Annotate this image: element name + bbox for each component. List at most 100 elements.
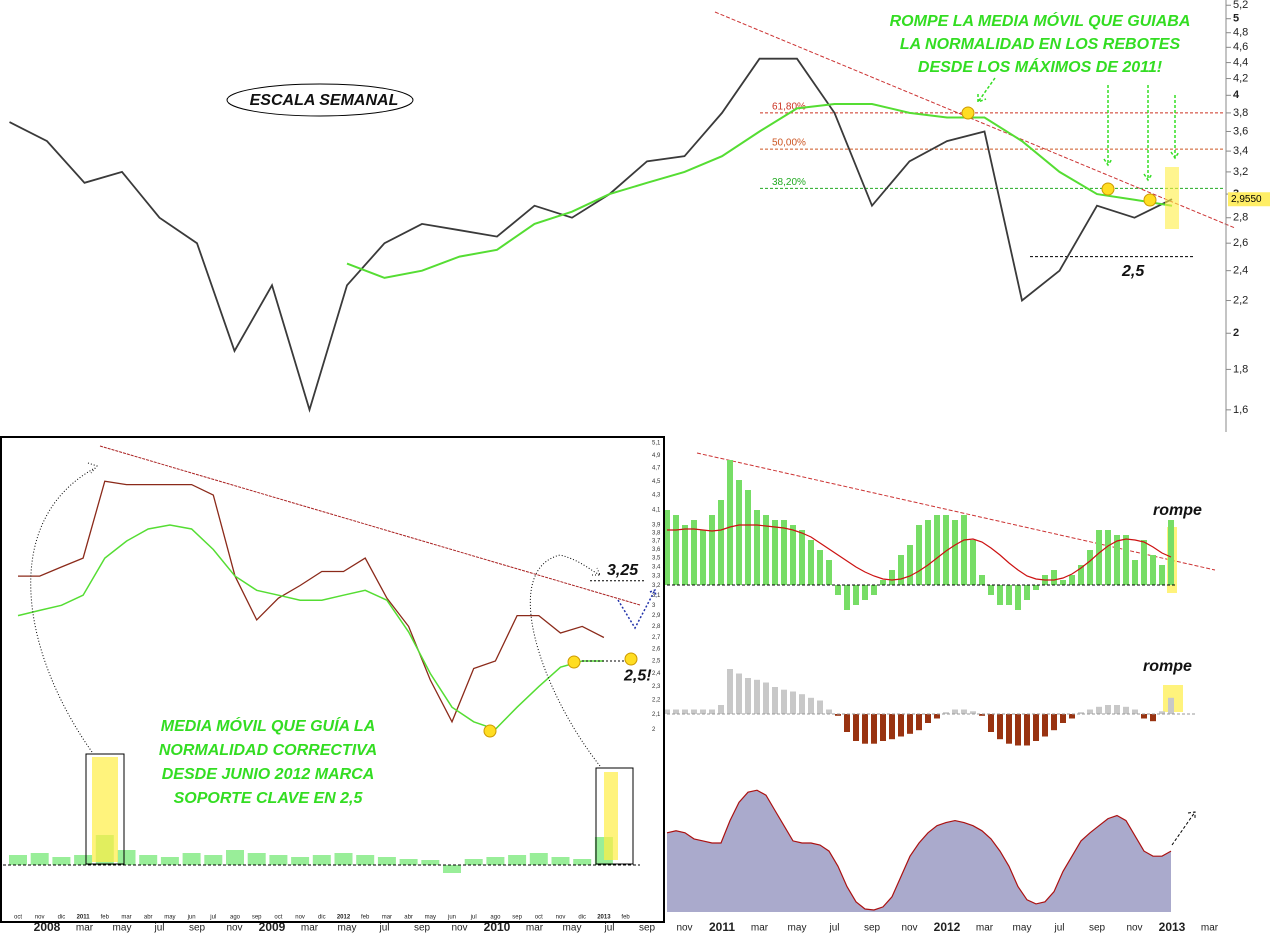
bar	[799, 694, 805, 714]
x-tick-label: mar	[76, 923, 94, 934]
bar	[979, 575, 985, 585]
y-tick-label: 2,8	[1233, 212, 1248, 224]
bar	[1105, 705, 1111, 714]
bar	[970, 711, 976, 714]
bar	[718, 705, 724, 714]
marker	[1143, 193, 1157, 207]
x-tick-label: mar	[526, 923, 544, 934]
bar	[943, 712, 949, 714]
price-tag-label: 2,9550	[1231, 194, 1262, 205]
x-tick-label: sep	[512, 915, 522, 921]
y-tick-label: 2,4	[652, 671, 661, 677]
bar	[979, 714, 985, 716]
annotation: rompe	[1143, 658, 1192, 675]
bar	[844, 714, 850, 732]
indicator-panels: rompe rompe	[664, 452, 1216, 912]
y-tick-label: 2,4	[1233, 265, 1248, 277]
bar	[925, 714, 931, 723]
x-tick-label: 2012	[934, 920, 961, 934]
bar	[835, 714, 841, 716]
volume-bar	[464, 859, 483, 865]
bar	[916, 714, 922, 731]
volume-bar	[74, 855, 93, 865]
x-tick-label: nov	[1126, 923, 1142, 934]
x-tick-label: 2011	[709, 920, 735, 934]
volume-bar	[421, 860, 440, 865]
main-chart: 5,254,84,64,44,243,83,63,43,232,82,62,42…	[9, 0, 1270, 934]
bar	[673, 515, 679, 585]
scale-label: ESCALA SEMANAL	[250, 92, 399, 109]
y-tick-label: 4,6	[1233, 41, 1248, 53]
x-tick-label: jul	[470, 915, 477, 921]
volume-bar	[9, 855, 27, 865]
highlight	[604, 772, 618, 860]
bar	[1051, 714, 1057, 731]
x-tick-label: nov	[676, 923, 692, 934]
y-tick-label: 1,8	[1233, 363, 1248, 375]
y-tick-label: 3,6	[652, 547, 661, 553]
x-tick-label: oct	[274, 915, 282, 921]
trend-line	[99, 445, 641, 606]
trend-line	[696, 452, 1216, 571]
y-tick-label: 5,2	[1233, 0, 1248, 11]
y-tick-label: 3,4	[1233, 145, 1248, 157]
bar	[1168, 697, 1174, 714]
bar	[889, 714, 895, 740]
x-tick-label: nov	[35, 915, 45, 921]
marker	[961, 106, 975, 120]
x-tick-label: dic	[58, 915, 66, 921]
volume-bar	[508, 855, 527, 865]
inset-chart: 5,1 4,9 4,7 4,5 4,3 4,1 3,9 3,8 3,7 3,6 3,5 3,4 3,3 3…	[0, 436, 665, 923]
bar	[817, 550, 823, 585]
y-tick-label: 4,9	[652, 453, 661, 459]
bar	[736, 673, 742, 714]
y-tick-label: 4,4	[1233, 56, 1248, 68]
bar	[1096, 530, 1102, 585]
x-tick-label: nov	[451, 923, 467, 934]
bar	[709, 709, 715, 714]
y-tick-label: 4,3	[652, 493, 661, 499]
arrow	[1143, 85, 1153, 182]
bar	[1123, 535, 1129, 585]
level-label: 3,25	[607, 562, 639, 579]
x-tick-label: abr	[404, 915, 413, 921]
x-tick-label: ago	[230, 915, 241, 921]
bar	[763, 682, 769, 714]
x-tick-label: jul	[378, 923, 389, 934]
x-tick-label: jun	[447, 915, 456, 921]
bar	[862, 585, 868, 600]
bar	[1006, 585, 1012, 605]
x-tick-label: jun	[187, 915, 196, 921]
bar	[1015, 585, 1021, 610]
bar	[772, 687, 778, 714]
x-tick-label: mar	[121, 915, 131, 921]
y-tick-label: 3,2	[652, 583, 661, 589]
bar	[664, 709, 670, 714]
bar	[925, 520, 931, 585]
x-tick-label: sep	[189, 923, 206, 934]
x-tick-label: 2013	[1159, 920, 1186, 934]
y-tick-label: 4,7	[652, 466, 661, 472]
marker	[624, 652, 638, 666]
x-tick-label: jul	[209, 915, 216, 921]
bar	[1114, 535, 1120, 585]
bar	[682, 525, 688, 585]
bar	[826, 560, 832, 585]
bar	[1168, 520, 1174, 585]
x-tick-label: jul	[1053, 923, 1064, 934]
support-label: 2,5	[1121, 263, 1145, 280]
bar	[700, 709, 706, 714]
x-tick-label: 2009	[259, 920, 286, 934]
bar	[1078, 712, 1084, 714]
bar	[1141, 714, 1147, 719]
y-tick-label: 3,8	[652, 531, 661, 537]
bar	[1024, 585, 1030, 600]
bar	[709, 515, 715, 585]
bar	[862, 714, 868, 744]
bar	[745, 678, 751, 714]
x-tick-label: sep	[1089, 923, 1106, 934]
volume-bar	[247, 853, 266, 865]
arrow	[1170, 95, 1180, 160]
bar	[1087, 709, 1093, 714]
